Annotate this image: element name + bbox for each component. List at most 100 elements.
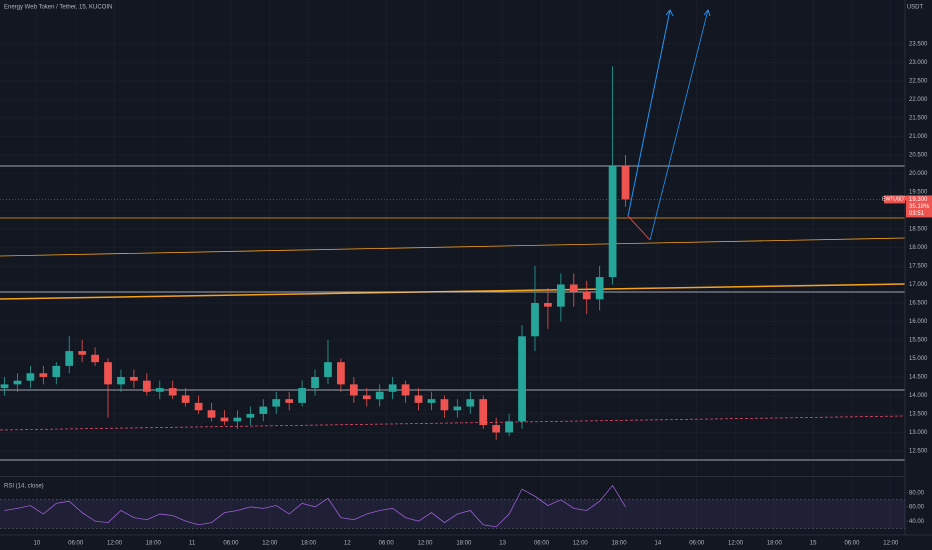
y-tick-label: 40.00	[909, 519, 925, 525]
candle-body	[168, 388, 177, 396]
indicator-title: RSI (14, close)	[4, 484, 44, 490]
x-tick-label: 12:00	[573, 541, 589, 547]
candle-body	[440, 399, 449, 411]
arrow	[649, 9, 709, 241]
candle-body	[466, 399, 475, 407]
x-tick-label: 18:00	[767, 541, 783, 547]
x-tick-label: 10	[34, 541, 41, 547]
candle-body	[569, 284, 578, 292]
y-tick-label: 14.500	[909, 375, 928, 381]
symbol-tag	[884, 195, 905, 204]
x-tick-label: 12:00	[417, 541, 433, 547]
candle-body	[427, 399, 436, 403]
candle-body	[349, 384, 358, 396]
trend-line	[0, 283, 906, 300]
candle-body	[556, 284, 565, 307]
x-tick-label: 06:00	[534, 541, 550, 547]
candle-body	[78, 351, 87, 355]
candle-body	[505, 421, 513, 433]
rsi-band	[0, 499, 905, 529]
arrow	[627, 9, 671, 217]
candle-body	[453, 406, 462, 411]
candle-body	[130, 376, 138, 381]
candle-body	[26, 373, 35, 381]
x-tick-label: 06:00	[223, 541, 239, 547]
candle-body	[531, 302, 539, 337]
candle-body	[259, 406, 268, 414]
change-label: 35.18%	[909, 204, 930, 210]
x-tick-label: 06:00	[68, 541, 84, 547]
y-tick-label: 19.500	[909, 190, 928, 196]
y-tick-label: 13.000	[909, 430, 928, 436]
y-tick-label: 22.500	[909, 79, 928, 85]
y-tick-label: 22.000	[909, 97, 928, 103]
candle-body	[595, 277, 604, 300]
x-tick-label: 14	[655, 541, 662, 547]
y-tick-label: 17.000	[909, 282, 928, 288]
y-tick-label: 13.500	[909, 412, 928, 418]
candle-body	[52, 365, 61, 377]
y-tick-label: 60.00	[909, 505, 925, 511]
y-tick-label: 80.00	[909, 490, 925, 496]
y-tick-label: 12.500	[909, 449, 928, 455]
x-tick-label: 12	[344, 541, 351, 547]
x-tick-label: 18:00	[612, 541, 628, 547]
candle-body	[65, 351, 74, 366]
y-tick-label: 16.500	[909, 301, 928, 307]
y-tick-label: 20.500	[909, 153, 928, 159]
candle-body	[375, 391, 384, 400]
chart-title: Energy Web Token / Tether, 15, KUCOIN	[4, 5, 112, 11]
candle-body	[388, 384, 397, 392]
symbol-label: EWTUSDT	[882, 197, 907, 203]
candle-body	[608, 166, 617, 278]
y-tick-label: 15.500	[909, 338, 928, 344]
x-tick-label: 18:00	[456, 541, 472, 547]
candle-body	[285, 399, 294, 403]
axis-unit: USDT	[907, 5, 924, 11]
candle-body	[337, 362, 345, 385]
candle-body	[401, 384, 410, 396]
candle-body	[0, 384, 9, 389]
candle-body	[104, 362, 112, 385]
y-tick-label: 23.000	[909, 60, 928, 66]
x-tick-label: 18:00	[301, 541, 317, 547]
drawings	[0, 8, 906, 461]
x-tick-label: 12:00	[107, 541, 123, 547]
price-label: 19.300	[909, 197, 928, 203]
x-tick-label: 12:00	[728, 541, 744, 547]
candle-body	[91, 354, 99, 363]
countdown-label: 03:51	[909, 211, 925, 217]
arrow	[627, 215, 651, 241]
candle-body	[39, 373, 48, 377]
candle-body	[492, 425, 501, 433]
trend-line	[0, 415, 906, 431]
x-tick-label: 18:00	[146, 541, 162, 547]
x-tick-label: 06:00	[844, 541, 860, 547]
candle-body	[518, 336, 526, 422]
candle-body	[155, 388, 164, 392]
y-tick-label: 14.000	[909, 393, 928, 399]
x-tick-label: 06:00	[379, 541, 395, 547]
y-tick-label: 21.000	[909, 134, 928, 140]
candle-body	[117, 376, 125, 385]
x-tick-label: 12:00	[883, 541, 899, 547]
candle-body	[582, 291, 591, 300]
grid	[0, 0, 905, 534]
y-tick-label: 18.000	[909, 245, 928, 251]
price-tag	[906, 195, 932, 218]
candle-body	[194, 402, 203, 411]
y-tick-label: 21.500	[909, 116, 928, 122]
candle-body	[142, 380, 151, 392]
candle-body	[13, 380, 22, 385]
x-tick-label: 12:00	[262, 541, 278, 547]
y-tick-label: 17.500	[909, 264, 928, 270]
trend-line	[0, 237, 906, 257]
candle-body	[246, 413, 255, 418]
y-tick-label: 18.500	[909, 227, 928, 233]
x-tick-label: 06:00	[689, 541, 705, 547]
arrow-head	[703, 8, 711, 17]
panel-separator	[0, 476, 905, 477]
candle-body	[362, 395, 371, 400]
